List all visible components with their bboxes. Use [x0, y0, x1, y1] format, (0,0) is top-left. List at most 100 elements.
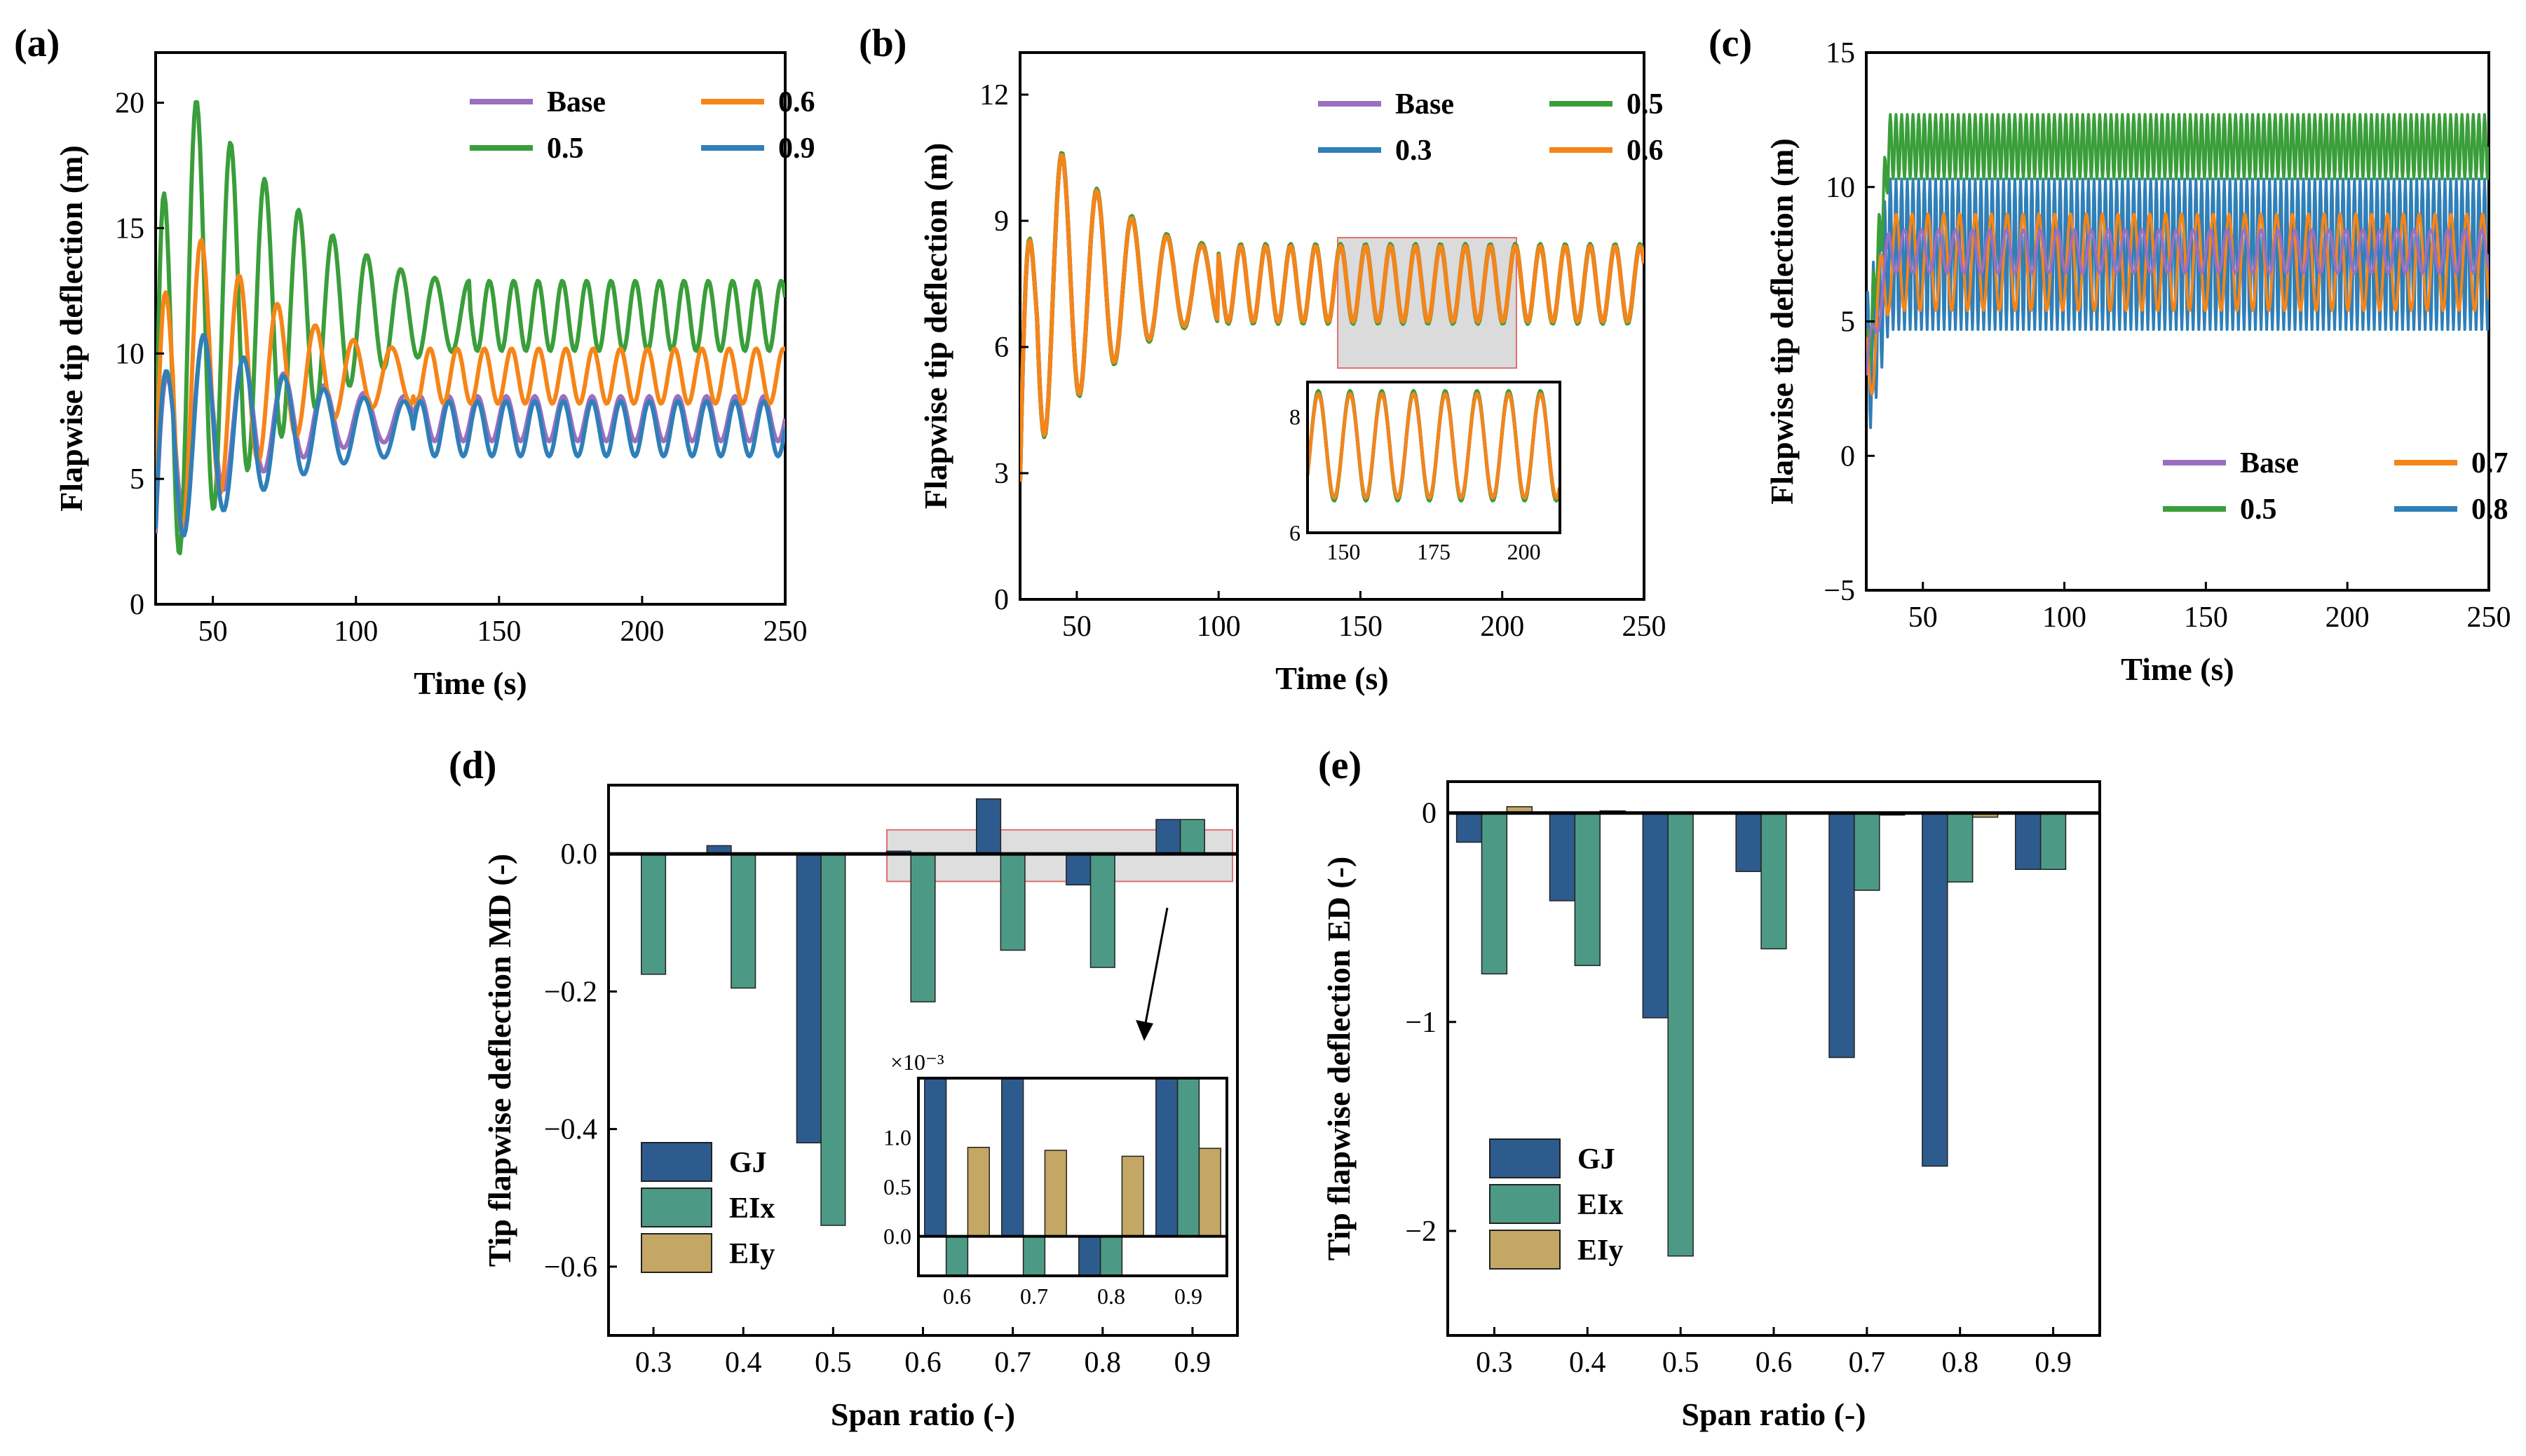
panel-label-e: (e) — [1318, 744, 1362, 787]
panel-label-d: (d) — [449, 744, 496, 787]
bar-EIx-0.7 — [1854, 812, 1880, 891]
bar-EIx-0.8 — [1947, 812, 1974, 883]
series-line-0.9 — [156, 333, 785, 538]
x-tick-label-b: 50 — [1062, 611, 1092, 643]
x-tick-label-e: 0.5 — [1662, 1347, 1699, 1379]
inset-bar-EIx-0.7 — [1022, 1235, 1046, 1277]
inset-x-tick-label: 0.7 — [1020, 1284, 1048, 1309]
chart-panel-b: 50 100 150 200 250 0 3 6 9 12 Time (s) Flapwise tip… — [918, 51, 1666, 696]
inset-bar-GJ-0.8 — [1078, 1235, 1101, 1277]
legend-swatch-GJ — [1489, 1138, 1561, 1178]
series-line-Base — [1866, 229, 2489, 376]
y-tick-label-a: 10 — [115, 338, 144, 370]
y-axis-label-b: Flapwise tip deflection (m) — [918, 143, 953, 510]
bar-GJ-0.5 — [796, 853, 822, 1143]
x-tick-label-e: 0.9 — [2035, 1347, 2072, 1379]
bar-EIx-0.9 — [1179, 819, 1205, 855]
inset-y-tick-label: 1.0 — [883, 1125, 911, 1150]
x-axis-label-e: Span ratio (-) — [1681, 1396, 1866, 1432]
y-tick-label-d: −0.2 — [544, 976, 597, 1008]
y-tick-label-b: 6 — [994, 332, 1009, 364]
series-line-0.6 — [156, 238, 785, 534]
y-axis-label-c: Flapwise tip deflection (m) — [1764, 138, 1800, 505]
y-tick-label-c: 5 — [1840, 306, 1855, 339]
bar-GJ-0.9 — [2015, 812, 2042, 870]
inset-bar-GJ-0.9 — [1155, 1077, 1179, 1237]
bar-EIx-0.6 — [910, 853, 936, 1002]
x-tick-label-e: 0.3 — [1476, 1347, 1513, 1379]
inset-bar-EIx-0.8 — [1099, 1235, 1123, 1277]
zoom-arrow-line — [1143, 907, 1169, 1031]
inset-x-tick-label: 0.9 — [1174, 1284, 1202, 1309]
plot-frame-b — [1019, 51, 1645, 601]
x-tick-label-d: 0.7 — [994, 1347, 1031, 1379]
inset-multiplier-label: ×10⁻³ — [890, 1049, 944, 1075]
bar-EIx-0.5 — [1667, 812, 1694, 1257]
legend-label-EIx: EIx — [1577, 1189, 1623, 1221]
y-tick-label-a: 15 — [115, 212, 144, 245]
inset-y-tick-label: 6 — [1289, 520, 1301, 545]
x-tick-label-e: 0.6 — [1756, 1347, 1793, 1379]
inset-bar-EIx-0.6 — [945, 1235, 969, 1277]
y-tick-label-b: 9 — [994, 205, 1009, 238]
x-tick-label-a: 200 — [620, 615, 664, 648]
x-tick-label-c: 150 — [2184, 601, 2228, 634]
inset-bar-EIy-0.7 — [1044, 1150, 1067, 1237]
chart-panel-c: 50 100 150 200 250 −5 0 5 10 15 Time (s) Flapwise t… — [1764, 37, 2511, 687]
legend-label-b: Base — [1395, 88, 1454, 121]
zoom-arrow-head — [1136, 1020, 1153, 1041]
inset-x-tick-label: 200 — [1507, 539, 1541, 564]
series-line-0.7 — [1866, 212, 2489, 396]
bar-EIx-0.3 — [641, 853, 667, 975]
inset-y-tick-label: 0.5 — [883, 1174, 911, 1199]
inset-bar-EIy-0.8 — [1121, 1155, 1144, 1237]
bar-EIx-0.6 — [1760, 812, 1787, 950]
y-tick-label-e: −2 — [1405, 1216, 1437, 1248]
plot-frame-a — [154, 51, 787, 606]
bar-GJ-0.5 — [1642, 812, 1669, 1019]
x-tick-label-d: 0.3 — [635, 1347, 672, 1379]
y-tick-label-c: 0 — [1840, 440, 1855, 472]
inset-x-tick-label: 175 — [1417, 539, 1451, 564]
bar-GJ-0.4 — [1549, 812, 1576, 902]
bar-GJ-0.3 — [1455, 812, 1483, 843]
inset-bar-GJ-0.7 — [1001, 1077, 1024, 1237]
x-axis-label-a: Time (s) — [414, 665, 527, 701]
x-tick-label-e: 0.8 — [1941, 1347, 1978, 1379]
legend-label-EIx: EIx — [729, 1192, 775, 1225]
inset-x-tick-label: 0.6 — [943, 1284, 971, 1309]
bar-GJ-0.7 — [975, 798, 1002, 855]
inset-y-tick-label: 0.0 — [883, 1224, 911, 1249]
y-tick-label-c: 10 — [1826, 172, 1855, 204]
bar-EIx-0.4 — [1574, 812, 1601, 967]
inset-frame-b — [1306, 381, 1561, 534]
y-tick-label-d: −0.6 — [544, 1251, 597, 1284]
y-tick-label-d: −0.4 — [544, 1114, 597, 1146]
y-tick-label-b: 12 — [979, 79, 1009, 111]
bar-GJ-0.9 — [1155, 819, 1181, 855]
bar-GJ-0.8 — [1922, 812, 1948, 1167]
x-tick-label-d: 0.6 — [904, 1347, 942, 1379]
legend-label-a: 0.6 — [778, 86, 815, 118]
y-axis-label-a: Flapwise tip deflection (m) — [53, 145, 89, 512]
y-axis-label-e: Tip flapwise deflection ED (-) — [1321, 857, 1357, 1261]
legend-swatch-EIx — [1489, 1184, 1561, 1224]
x-tick-label-a: 150 — [477, 615, 521, 648]
inset-x-tick-label: 0.8 — [1097, 1284, 1125, 1309]
x-axis-label-c: Time (s) — [2121, 651, 2234, 687]
x-tick-label-b: 250 — [1622, 611, 1666, 643]
bar-GJ-0.6 — [1735, 812, 1762, 872]
y-tick-label-a: 20 — [115, 88, 144, 120]
y-tick-label-d: 0.0 — [561, 838, 598, 871]
legend-swatch-EIy — [641, 1233, 712, 1273]
series-line-0.5 — [1866, 113, 2489, 376]
bar-EIx-0.5 — [820, 853, 846, 1226]
inset-y-tick-label: 8 — [1289, 404, 1301, 430]
x-tick-label-c: 100 — [2042, 601, 2086, 634]
x-tick-label-c: 200 — [2325, 601, 2370, 634]
x-tick-label-d: 0.8 — [1085, 1347, 1122, 1379]
chart-panel-e: 0.3 0.4 0.5 0.6 0.7 0.8 0.9 0 −1 −2 Span ratio (-)… — [1321, 780, 2101, 1432]
inset-frame-d — [917, 1077, 1228, 1277]
legend-label-a: 0.9 — [778, 132, 815, 165]
